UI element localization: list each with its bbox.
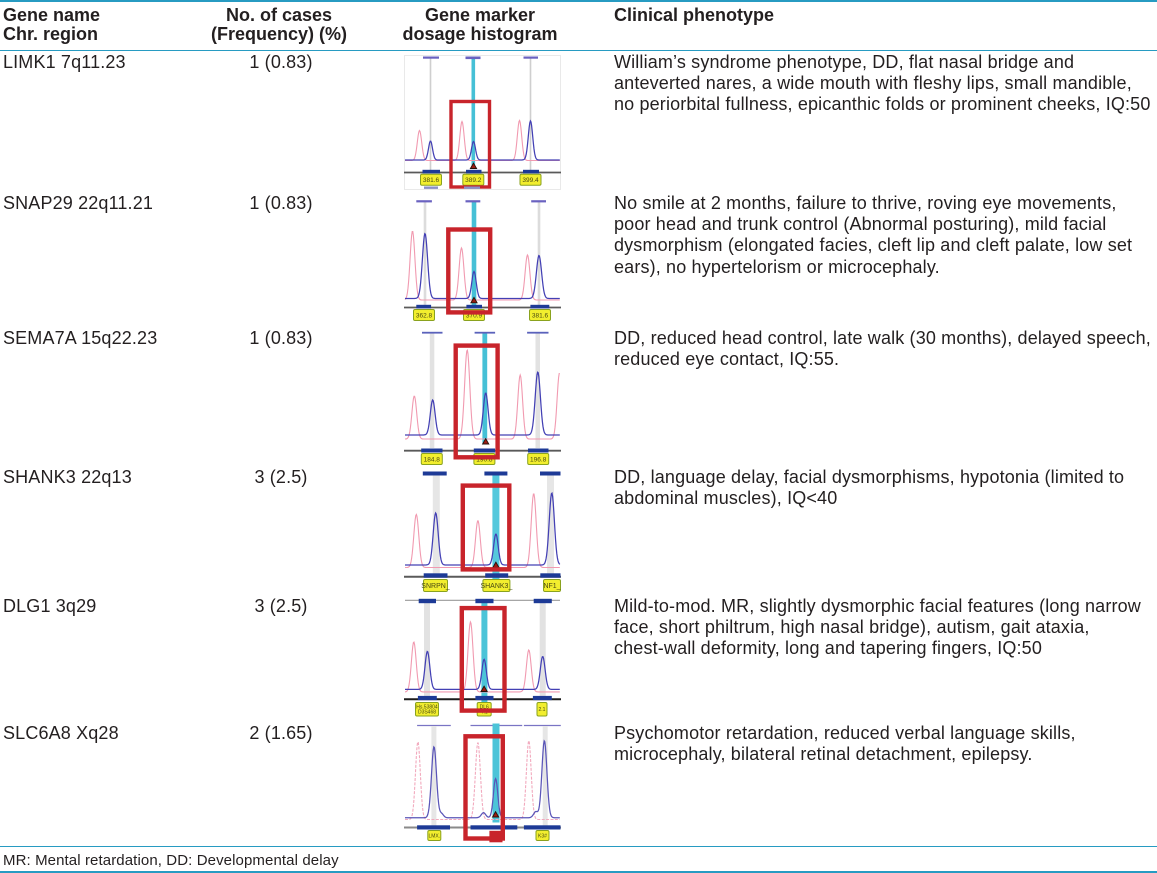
svg-text:362.8: 362.8 <box>416 312 433 319</box>
svg-text:184.8: 184.8 <box>424 456 441 463</box>
svg-text:381.6: 381.6 <box>532 312 549 319</box>
svg-text:NF1_: NF1_ <box>543 583 560 590</box>
svg-text:196.8: 196.8 <box>530 456 547 463</box>
svg-text:2.1: 2.1 <box>539 707 546 713</box>
svg-text:SHANK3_: SHANK3_ <box>480 583 512 590</box>
svg-text:SNRPN_: SNRPN_ <box>421 583 450 590</box>
svg-text:399.4: 399.4 <box>522 177 539 184</box>
svg-text:LMX.: LMX. <box>428 833 440 839</box>
svg-text:D3S468: D3S468 <box>418 709 436 715</box>
svg-text:370.9: 370.9 <box>466 312 483 319</box>
svg-text:Hs.53804: Hs.53804 <box>416 705 438 711</box>
svg-text:190.8: 190.8 <box>476 456 493 463</box>
svg-text:DL6: DL6 <box>480 705 489 711</box>
svg-text:381.6: 381.6 <box>423 177 440 184</box>
svg-text:389.2: 389.2 <box>465 177 482 184</box>
svg-text:K3#: K3# <box>538 833 547 839</box>
